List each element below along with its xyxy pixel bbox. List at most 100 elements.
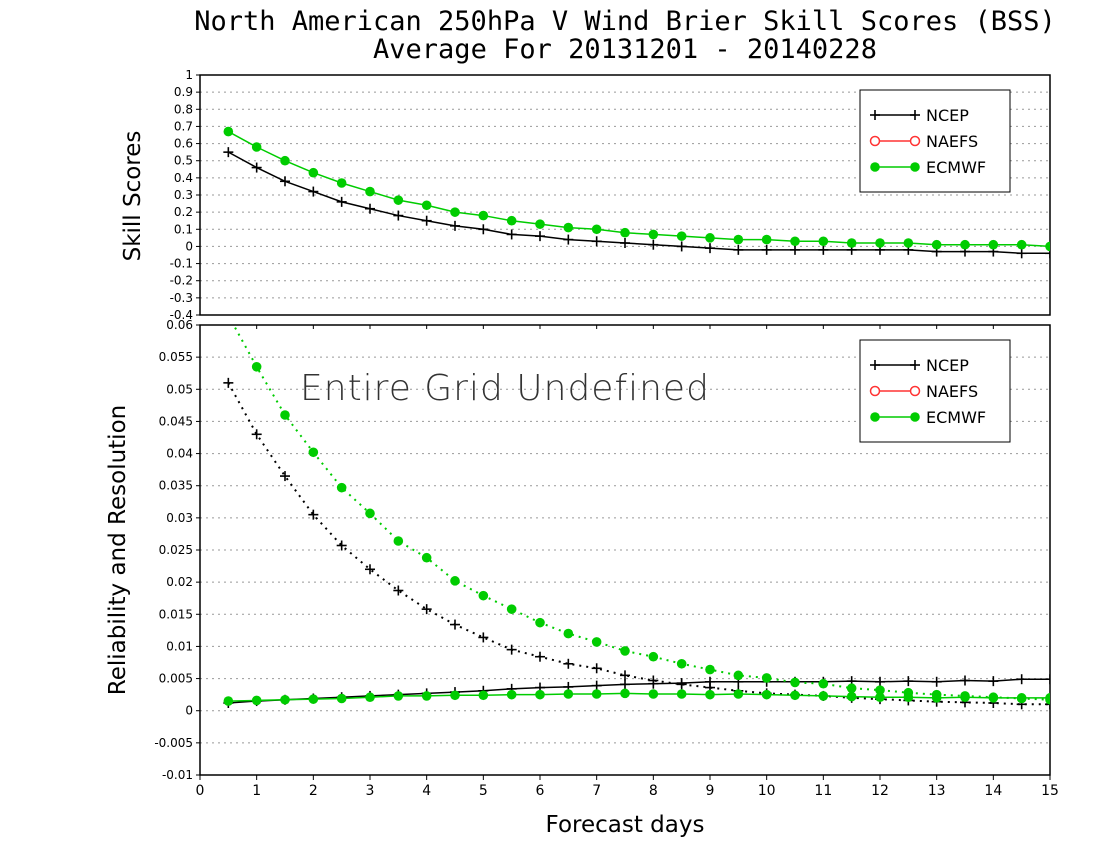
bottom-panel-ncep-reliability-series-point (620, 679, 630, 690)
x-tick-label: 2 (309, 783, 318, 799)
bottom-panel-ecmwf-resolution-series-line (232, 325, 1050, 701)
bottom-panel-ecmwf-resolution-series-point (790, 677, 800, 688)
bottom-panel-ecmwf-resolution-series-point (875, 685, 885, 695)
bottom-panel-y-tick-label: 0 (185, 704, 193, 718)
bottom-panel-ecmwf-reliability-series-point (535, 689, 545, 700)
top-panel-y-tick-label: 0.9 (174, 85, 193, 99)
bottom-panel-ecmwf-resolution-series-point (620, 646, 630, 656)
bottom-panel-ecmwf-reliability-series-point (506, 689, 517, 700)
bottom-panel-ncep-reliability-series-point (1045, 674, 1050, 685)
bottom-panel-ncep-resolution-series-point (421, 604, 432, 615)
top-panel-ncep-series-point (790, 244, 800, 255)
x-axis-label: Forecast days (546, 812, 705, 838)
top-panel-ncep-series-point (506, 229, 517, 240)
bottom-panel-ncep-reliability-series-point (875, 676, 885, 687)
top-panel-ncep-series-point (733, 244, 744, 255)
bottom-panel-ncep-resolution-series-point (223, 377, 234, 388)
bottom-panel-legend-ncep-marker-right (910, 360, 920, 370)
bottom-panel-ecmwf-reliability-series-point (790, 690, 800, 701)
top-panel-ecmwf-series-point (365, 186, 375, 197)
top-panel-ecmwf-series-point (676, 231, 687, 241)
top-panel-ecmwf-series-point (393, 195, 404, 205)
x-tick-label: 14 (984, 783, 1002, 799)
bottom-panel-ecmwf-resolution-series (232, 325, 1050, 705)
chart-title: North American 250hPa V Wind Brier Skill… (194, 6, 1056, 37)
bottom-panel-ncep-reliability-series-point (960, 675, 970, 686)
top-panel-ncep-series-point (280, 176, 290, 187)
top-panel-legend-naefs-label: NAEFS (926, 132, 978, 151)
top-panel-ecmwf-series-point (1016, 239, 1027, 250)
top-panel-frame (199, 74, 1051, 316)
top-panel-legend-ecmwf-label: ECMWF (926, 158, 986, 177)
bottom-panel-ecmwf-resolution-series-point (450, 576, 460, 586)
bottom-panel-ncep-reliability-series (223, 674, 1050, 708)
x-tick-label: 4 (422, 783, 431, 799)
bottom-panel-ecmwf-resolution-series-point (506, 604, 517, 614)
bottom-panel-ncep-reliability-series-point (1016, 674, 1027, 685)
top-panel-ncep-series-point (620, 238, 630, 248)
top-panel-ecmwf-series-point (705, 233, 715, 243)
bottom-panel-ecmwf-reliability-series-point (450, 690, 460, 701)
top-panel-ncep-series-point (478, 224, 489, 235)
top-panel-ncep-series-point (336, 196, 347, 207)
bottom-panel-ecmwf-resolution-series-point (960, 691, 970, 701)
bottom-panel-ncep-resolution-series-point (1045, 699, 1050, 710)
bottom-panel-y-tick-label: 0.01 (166, 639, 193, 653)
top-panel-ncep-series-point (450, 220, 460, 231)
top-panel-y-tick-label: 0.5 (174, 154, 193, 168)
x-tick-label: 11 (814, 783, 832, 799)
bottom-panel-ecmwf-reliability-series-point (280, 694, 290, 705)
bottom-panel-ncep-resolution-series-point (308, 509, 319, 520)
chart-subtitle: Average For 20131201 - 20140228 (373, 34, 877, 65)
top-panel-ecmwf-series-point (535, 219, 545, 229)
top-panel-ecmwf-series-point (563, 222, 574, 233)
top-panel-ecmwf-series-point (506, 215, 517, 226)
x-tick-label: 3 (366, 783, 375, 799)
bottom-panel-ecmwf-reliability-series-point (365, 692, 375, 703)
bottom-panel-ncep-reliability-series-line (228, 678, 1050, 704)
top-panel-ecmwf-series-point (336, 178, 347, 188)
bottom-panel-legend: NCEP NAEFS ECMWF (859, 339, 1011, 443)
bottom-panel-ecmwf-resolution-series-point (478, 590, 489, 601)
top-panel-y-tick-label: -0.3 (170, 291, 193, 305)
bottom-panel-y-tick-label: 0.015 (159, 607, 193, 621)
top-panel-y-tick-label: -0.1 (170, 257, 193, 271)
bottom-panel-ncep-resolution-series-point (676, 679, 687, 690)
top-panel-y-tick-label: 0.7 (174, 119, 193, 133)
top-panel-ecmwf-series-point (478, 210, 489, 221)
bottom-panel-ecmwf-resolution-series-point (393, 536, 404, 546)
bottom-panel-ecmwf-reliability-series-point (733, 689, 744, 699)
top-panel-ecmwf-series-point (931, 239, 942, 250)
top-panel-y-tick-label: 0.6 (174, 137, 193, 151)
bottom-panel-y-tick-label: 0.02 (166, 575, 193, 589)
top-panel-ecmwf-series-point (620, 227, 630, 238)
top-panel-y-tick-label: 0.8 (174, 102, 193, 116)
bottom-panel-ncep-resolution-series-point (365, 564, 375, 575)
bottom-panel-y-tick-label: 0.05 (166, 382, 193, 396)
x-tick-label: 12 (871, 783, 889, 799)
bottom-panel-ecmwf-reliability-series-point (875, 692, 885, 703)
top-panel-ncep-series-point (705, 243, 715, 254)
top-panel-ecmwf-series-point (875, 238, 885, 248)
bottom-panel-ecmwf-reliability-series-point (676, 689, 687, 699)
bottom-panel-frame (199, 324, 1051, 776)
top-panel-ncep-series-point (591, 236, 602, 247)
bottom-panel-ecmwf-resolution-series-point (365, 508, 375, 519)
top-panel-ncep-series-point (421, 215, 432, 226)
top-panel-y-tick-label: -0.2 (170, 274, 193, 288)
bottom-panel-ncep-reliability-series-point (931, 676, 942, 687)
bottom-panel-ncep-resolution-series-point (535, 651, 545, 662)
bottom-panel-ecmwf-reliability-series-point (591, 689, 602, 699)
top-panel-legend-ncep-marker-left (870, 110, 880, 120)
bottom-panel-ncep-resolution-series-point (280, 471, 290, 482)
top-panel-ecmwf-series-point (903, 238, 914, 248)
top-panel-y-tick-label: -0.4 (170, 308, 193, 322)
x-tick-label: 6 (536, 783, 545, 799)
bottom-panel-y-tick-label: 0.025 (159, 543, 193, 557)
bottom-panel-legend-naefs-marker-left (869, 385, 881, 397)
top-panel-ncep-series-point (251, 162, 262, 173)
top-panel-y-tick-label: 0 (185, 239, 193, 253)
top-panel-ecmwf-series-point (790, 236, 800, 247)
bottom-panel-ecmwf-resolution-series-point (818, 678, 829, 689)
top-panel-ecmwf-series-point (450, 207, 460, 217)
